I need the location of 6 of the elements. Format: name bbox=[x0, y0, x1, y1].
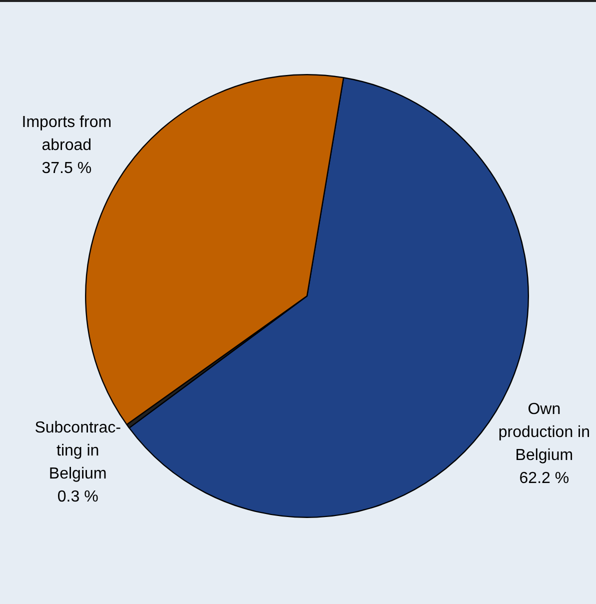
data-label: 0.3 % bbox=[57, 488, 98, 506]
slice-label: Own production in Belgium bbox=[498, 400, 590, 464]
slice-label: Imports from abroad bbox=[22, 114, 112, 154]
data-label: 62.2 % bbox=[519, 470, 570, 487]
data-label: 37.5 % bbox=[42, 160, 92, 178]
slice-label: Subcontrac- ting in Belgium bbox=[34, 420, 121, 483]
